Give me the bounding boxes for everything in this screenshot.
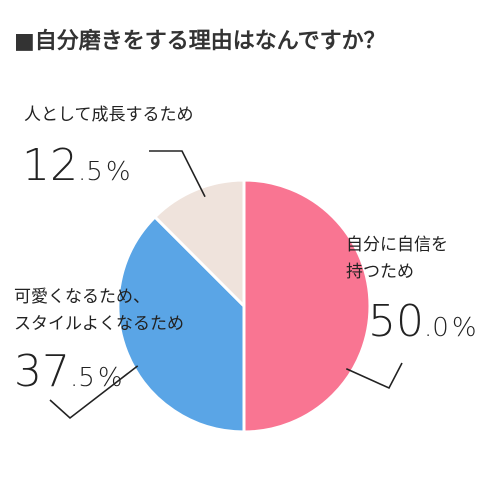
slice-label-become-cute: 可愛くなるため、 スタイルよくなるため 37.5% [14, 287, 184, 397]
pie-slice [153, 178, 246, 308]
slice-label-line: 人として成長するため [24, 105, 194, 125]
pie-slice [116, 215, 246, 434]
slice-value-unit: % [106, 157, 131, 187]
slice-value-unit: % [98, 363, 123, 393]
slice-label-line: 持つため [346, 262, 414, 282]
leader-line [49, 365, 139, 420]
pie-slice [242, 178, 372, 434]
slice-label-personal-growth: 人として成長するため 12.5% [22, 105, 194, 191]
slice-label-line: スタイルよくなるため [14, 314, 184, 334]
chart-title: ■自分磨きをする理由はなんですか？ [14, 28, 386, 54]
leader-line [149, 150, 206, 198]
leader-lines [49, 150, 403, 420]
slice-value-decimal: .5 [78, 157, 103, 187]
slice-value: 12.5% [22, 140, 131, 191]
pie-slices [116, 178, 372, 434]
slice-label-line: 自分に自信を [346, 235, 448, 255]
slice-value: 37.5% [14, 346, 123, 397]
slice-value: 50.0% [368, 296, 477, 347]
slice-value-integer: 12 [22, 140, 78, 191]
slice-value-decimal: .5 [70, 363, 95, 393]
slice-label-line: 可愛くなるため、 [14, 287, 150, 307]
slice-value-unit: % [452, 313, 477, 343]
slice-value-integer: 37 [14, 346, 70, 397]
leader-line [345, 362, 403, 390]
slice-value-decimal: .0 [424, 313, 449, 343]
slice-value-integer: 50 [368, 296, 424, 347]
slice-label-self-confidence: 自分に自信を 持つため 50.0% [346, 235, 477, 347]
